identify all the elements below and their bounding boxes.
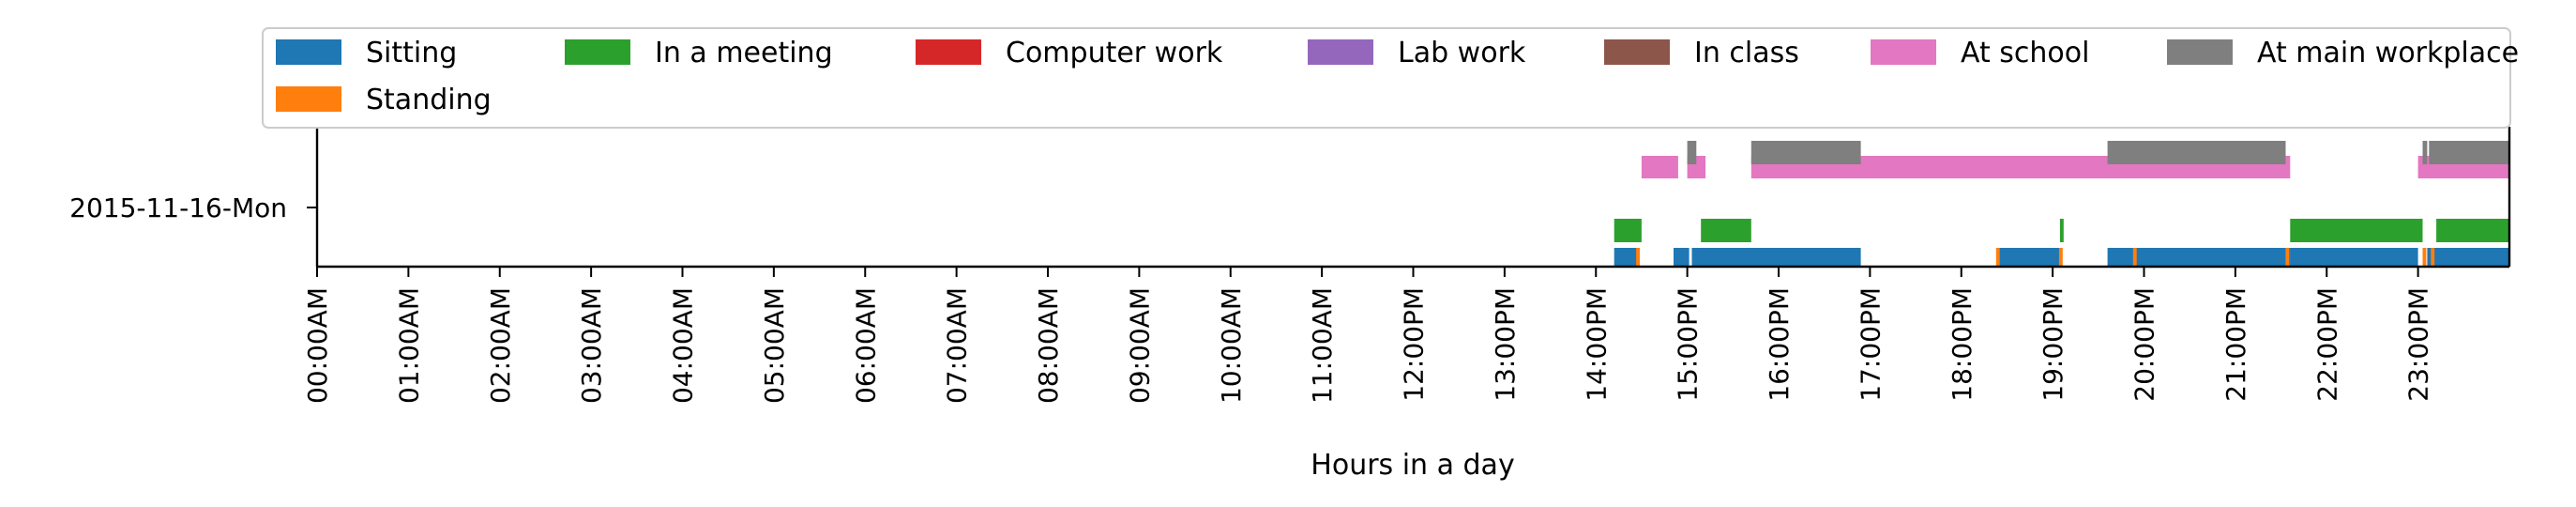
bar-sitting-1 — [1674, 248, 1690, 267]
y-tick-label: 2015-11-16-Mon — [69, 192, 287, 223]
x-tick-label-7: 07:00AM — [942, 287, 973, 404]
x-tick-label-9: 09:00AM — [1124, 287, 1155, 404]
legend-swatch-sitting — [276, 39, 341, 65]
bar-in-a-meeting-3 — [2290, 219, 2423, 242]
bar-in-a-meeting-4 — [2436, 219, 2509, 242]
legend-label-at-school: At school — [1961, 37, 2089, 69]
x-tick-label-18: 18:00PM — [1947, 287, 1977, 402]
x-tick-label-19: 19:00PM — [2038, 287, 2068, 402]
legend-label-in-a-meeting: In a meeting — [655, 37, 833, 69]
bar-sitting-6 — [2427, 248, 2432, 267]
x-tick-label-8: 08:00AM — [1033, 287, 1064, 404]
x-tick-label-17: 17:00PM — [1855, 287, 1886, 402]
legend-frame — [262, 27, 2511, 129]
bar-standing-3 — [2132, 248, 2137, 267]
x-ticks: 00:00AM 01:00AM 02:00AM 03:00AM 04:00AM 05:00… — [302, 267, 2434, 404]
x-tick-label-20: 20:00PM — [2129, 287, 2160, 402]
bar-standing-1 — [1995, 248, 2000, 267]
x-tick-label-23: 23:00PM — [2403, 287, 2434, 402]
bar-in-a-meeting-0 — [1614, 219, 1642, 242]
bar-standing-2 — [2058, 248, 2063, 267]
bar-sitting-0 — [1614, 248, 1637, 267]
x-tick-label-6: 06:00AM — [850, 287, 881, 404]
x-tick-label-13: 13:00PM — [1490, 287, 1521, 402]
bar-standing-6 — [2431, 248, 2435, 267]
legend-swatch-standing — [276, 86, 341, 112]
x-tick-label-12: 12:00PM — [1399, 287, 1430, 402]
bar-at-school-0 — [1641, 156, 1678, 178]
legend-label-standing: Standing — [366, 84, 492, 116]
bar-sitting-3 — [1997, 248, 2060, 267]
bar-at-main-workplace-1 — [1750, 141, 1861, 164]
x-tick-label-2: 02:00AM — [485, 287, 516, 404]
legend-swatch-lab-work — [1308, 39, 1373, 65]
legend-label-lab-work: Lab work — [1398, 37, 1526, 69]
legend-label-at-main-workplace: At main workplace — [2257, 37, 2519, 69]
x-tick-label-14: 14:00PM — [1581, 287, 1612, 402]
legend-swatch-computer-work — [916, 39, 981, 65]
x-axis-label: Hours in a day — [1311, 449, 1514, 482]
bar-sitting-4 — [2107, 248, 2291, 267]
legend-swatch-in-a-meeting — [565, 39, 630, 65]
bar-in-a-meeting-2 — [2059, 219, 2064, 242]
bar-standing-0 — [1636, 248, 1640, 267]
legend-swatch-in-class — [1604, 39, 1670, 65]
x-tick-label-11: 11:00AM — [1307, 287, 1338, 404]
bar-sitting-2 — [1691, 248, 1861, 267]
activity-bars — [1614, 141, 2509, 267]
legend-swatch-at-school — [1871, 39, 1936, 65]
x-tick-label-22: 22:00PM — [2311, 287, 2342, 402]
x-tick-label-0: 00:00AM — [302, 287, 333, 404]
legend-label-computer-work: Computer work — [1006, 37, 1223, 69]
x-tick-label-10: 10:00AM — [1216, 287, 1247, 404]
x-tick-label-16: 16:00PM — [1764, 287, 1795, 402]
bar-standing-4 — [2285, 248, 2290, 267]
bar-in-a-meeting-1 — [1701, 219, 1751, 242]
x-tick-label-4: 04:00AM — [668, 287, 699, 404]
x-tick-label-15: 15:00PM — [1673, 287, 1704, 402]
bar-at-main-workplace-0 — [1687, 141, 1697, 164]
bar-at-main-workplace-2 — [2107, 141, 2286, 164]
bar-sitting-5 — [2290, 248, 2418, 267]
bar-at-main-workplace-3 — [2422, 141, 2428, 164]
legend-label-in-class: In class — [1694, 37, 1799, 69]
x-tick-label-21: 21:00PM — [2220, 287, 2251, 402]
x-tick-label-3: 03:00AM — [576, 287, 607, 404]
bar-at-main-workplace-4 — [2429, 141, 2509, 164]
legend-swatch-at-main-workplace — [2167, 39, 2233, 65]
bar-standing-5 — [2422, 248, 2427, 267]
legend: Sitting In a meeting Computer work Lab work… — [262, 27, 2519, 129]
legend-label-sitting: Sitting — [366, 37, 457, 69]
x-tick-label-1: 01:00AM — [393, 287, 424, 404]
x-tick-label-5: 05:00AM — [759, 287, 790, 404]
bar-sitting-7 — [2432, 248, 2509, 267]
